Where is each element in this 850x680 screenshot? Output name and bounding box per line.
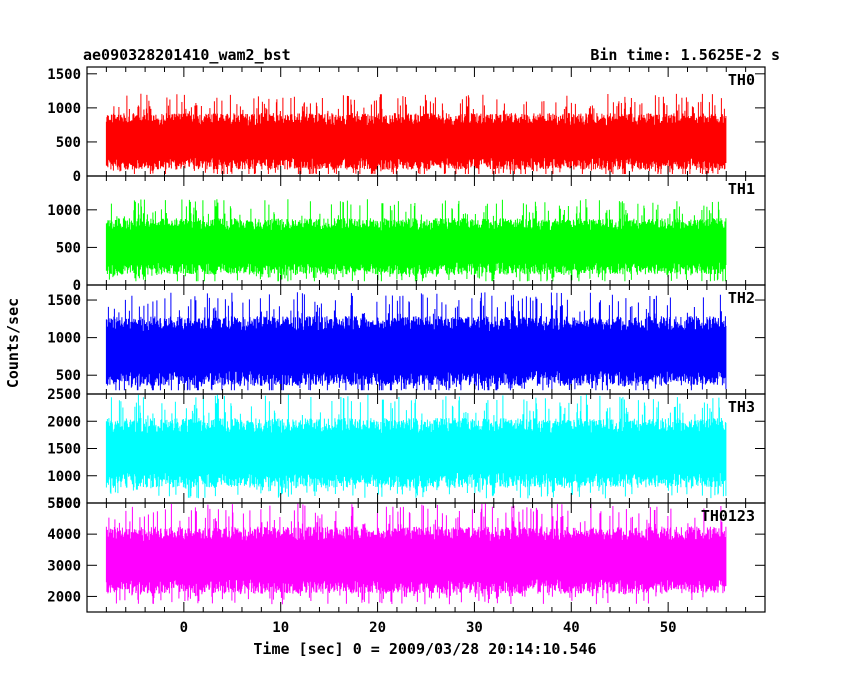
series-th2 [105, 292, 727, 391]
y-tick-label-th1: 0 [73, 278, 81, 294]
series-th1 [105, 199, 727, 282]
x-tick-label: 20 [369, 620, 386, 636]
y-tick-label-th0: 1000 [47, 101, 81, 117]
y-tick-label-th0123: 5000 [47, 496, 81, 512]
y-tick-label-th0123: 3000 [47, 558, 81, 574]
y-tick-label-th2: 1000 [47, 331, 81, 347]
x-tick-label: 0 [180, 620, 188, 636]
y-tick-label-th0123: 2000 [47, 589, 81, 605]
series-th3 [105, 394, 727, 499]
series-th0123 [105, 503, 727, 605]
y-axis-label: Counts/sec [4, 298, 22, 388]
chart-title: ae090328201410_wam2_bst [83, 46, 291, 64]
y-tick-label-th3: 1000 [47, 469, 81, 485]
panel-label-th0: TH0 [728, 71, 755, 89]
y-tick-label-th1: 500 [56, 240, 81, 256]
panel-label-th2: TH2 [728, 289, 755, 307]
y-tick-label-th0: 0 [73, 169, 81, 185]
x-tick-label: 50 [660, 620, 677, 636]
panel-frame-th0123 [86, 502, 766, 613]
y-tick-label-th3: 2000 [47, 414, 81, 430]
bin-time-label: Bin time: 1.5625E-2 s [590, 46, 780, 64]
panel-label-th0123: TH0123 [701, 507, 755, 525]
y-tick-label-th2: 1500 [47, 293, 81, 309]
y-tick-label-th0: 500 [56, 135, 81, 151]
x-tick-label: 30 [466, 620, 483, 636]
x-tick-label: 40 [563, 620, 580, 636]
y-tick-label-th2: 500 [56, 368, 81, 384]
y-tick-label-th3: 2500 [47, 387, 81, 403]
panel-label-th1: TH1 [728, 180, 755, 198]
y-tick-label-th3: 500 [56, 496, 81, 512]
series-th0 [105, 93, 727, 174]
y-tick-label-th1: 1000 [47, 203, 81, 219]
panel-group: TH0050010001500TH105001000TH250010001500… [47, 66, 766, 636]
y-tick-label-th3: 1500 [47, 442, 81, 458]
panel-label-th3: TH3 [728, 398, 755, 416]
y-tick-label-th0: 1500 [47, 67, 81, 83]
x-tick-label: 10 [272, 620, 289, 636]
y-tick-label-th0123: 4000 [47, 527, 81, 543]
x-axis-label: Time [sec] 0 = 2009/03/28 20:14:10.546 [253, 640, 596, 658]
